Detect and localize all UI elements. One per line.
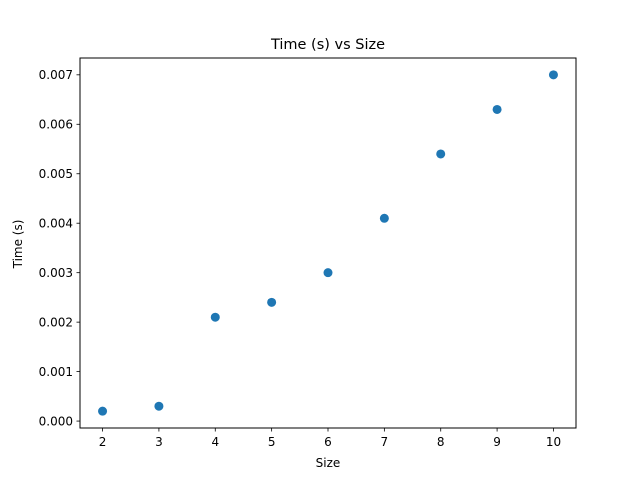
y-axis-label: Time (s) bbox=[11, 220, 25, 270]
data-point bbox=[436, 149, 446, 159]
y-tick-label: 0.002 bbox=[39, 315, 73, 329]
x-tick-label: 9 bbox=[493, 435, 501, 449]
data-point bbox=[154, 401, 164, 411]
data-point bbox=[210, 312, 220, 322]
y-tick-label: 0.004 bbox=[39, 217, 73, 231]
x-tick-label: 3 bbox=[155, 435, 163, 449]
data-point bbox=[323, 268, 333, 278]
data-point bbox=[548, 70, 558, 80]
x-tick-label: 6 bbox=[324, 435, 332, 449]
y-tick-label: 0.003 bbox=[39, 266, 73, 280]
y-tick-label: 0.007 bbox=[39, 68, 73, 82]
y-tick-label: 0.006 bbox=[39, 118, 73, 132]
x-tick-label: 4 bbox=[211, 435, 219, 449]
plot-frame bbox=[79, 57, 577, 429]
x-tick-label: 10 bbox=[546, 435, 561, 449]
data-point bbox=[267, 297, 277, 307]
chart-title: Time (s) vs Size bbox=[270, 37, 385, 53]
x-tick-label: 2 bbox=[99, 435, 107, 449]
x-axis-label: Size bbox=[316, 456, 341, 470]
data-point bbox=[379, 213, 389, 223]
x-tick-label: 8 bbox=[437, 435, 445, 449]
x-tick-label: 5 bbox=[268, 435, 276, 449]
y-tick-label: 0.000 bbox=[39, 414, 73, 428]
data-point bbox=[98, 406, 108, 416]
y-tick-label: 0.001 bbox=[39, 365, 73, 379]
data-point bbox=[492, 104, 502, 114]
ticks-layer: 2 3 4 5 6 7 8 9 10 0.000 0.001 0.002 0.003 0.004 0.005… bbox=[39, 68, 561, 449]
x-tick-label: 7 bbox=[381, 435, 389, 449]
points-layer bbox=[98, 70, 558, 416]
y-tick-label: 0.005 bbox=[39, 167, 73, 181]
